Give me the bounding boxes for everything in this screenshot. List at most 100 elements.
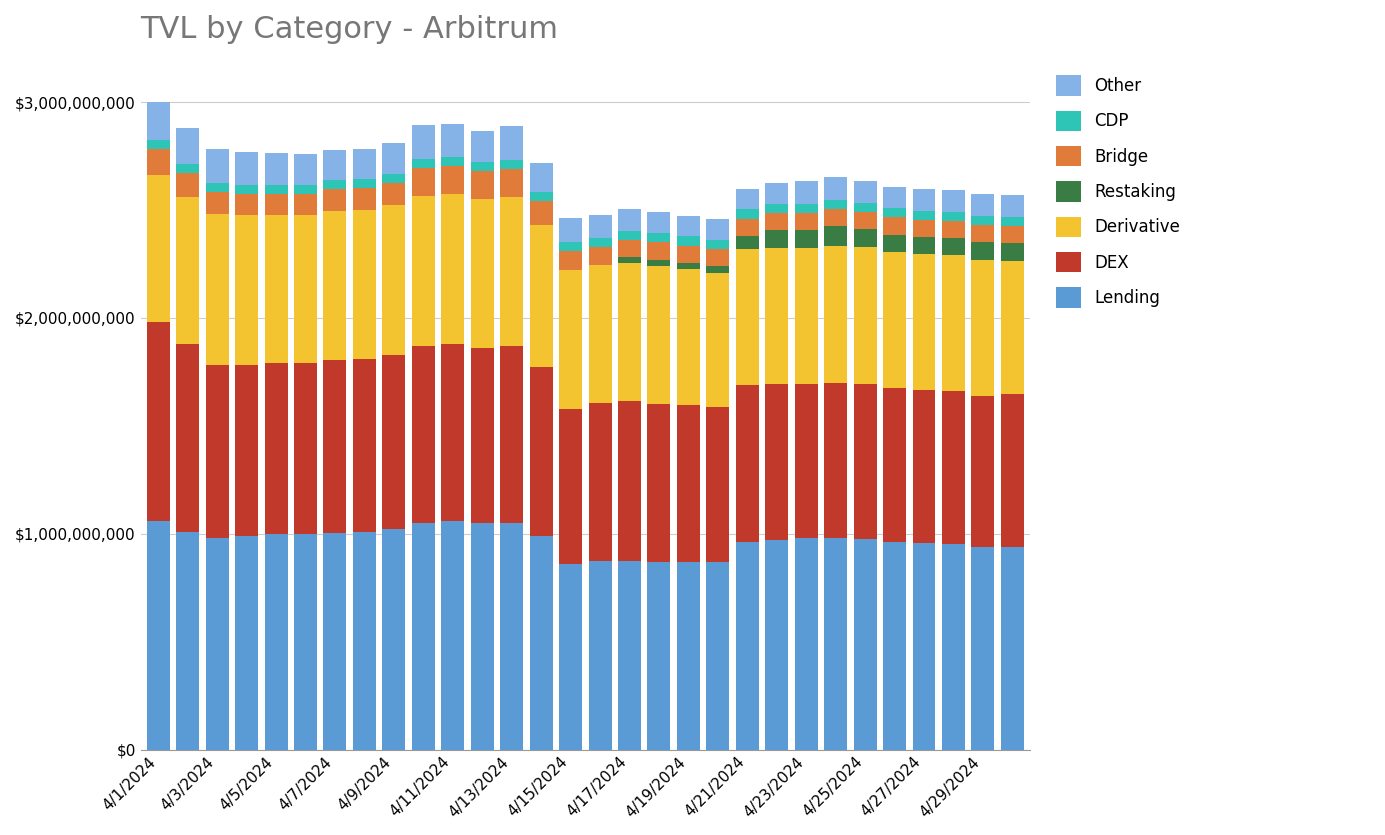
Bar <box>1001 243 1024 261</box>
Text: TVL by Category - Arbitrum: TVL by Category - Arbitrum <box>141 15 558 44</box>
Bar <box>382 355 406 529</box>
Bar <box>824 226 848 245</box>
Bar <box>206 538 229 750</box>
Bar <box>382 529 406 750</box>
Bar <box>353 359 375 532</box>
Bar <box>766 230 788 248</box>
Bar <box>913 254 935 390</box>
Bar <box>382 174 406 183</box>
Bar <box>382 183 406 205</box>
Bar <box>766 213 788 230</box>
Bar <box>824 200 848 209</box>
Bar <box>411 159 435 168</box>
Bar <box>735 235 759 249</box>
Bar <box>795 538 817 750</box>
Bar <box>265 534 288 750</box>
Bar <box>824 538 848 750</box>
Legend: Other, CDP, Bridge, Restaking, Derivative, DEX, Lending: Other, CDP, Bridge, Restaking, Derivativ… <box>1047 67 1188 316</box>
Bar <box>324 360 346 533</box>
Bar <box>913 210 935 220</box>
Bar <box>529 163 553 192</box>
Bar <box>500 197 524 346</box>
Bar <box>735 219 759 235</box>
Bar <box>942 211 965 220</box>
Bar <box>147 149 170 175</box>
Bar <box>176 164 199 173</box>
Bar <box>677 270 699 405</box>
Bar <box>265 194 288 215</box>
Bar <box>853 246 877 384</box>
Bar <box>471 523 493 750</box>
Bar <box>235 366 258 536</box>
Bar <box>206 191 229 215</box>
Bar <box>176 197 199 344</box>
Bar <box>618 257 641 263</box>
Bar <box>353 189 375 210</box>
Bar <box>853 181 877 203</box>
Bar <box>589 560 612 750</box>
Bar <box>411 346 435 523</box>
Bar <box>795 213 817 230</box>
Bar <box>529 225 553 367</box>
Bar <box>589 237 612 246</box>
Bar <box>913 189 935 210</box>
Bar <box>647 260 670 266</box>
Bar <box>884 217 906 235</box>
Bar <box>971 216 994 225</box>
Bar <box>677 562 699 750</box>
Bar <box>176 129 199 164</box>
Bar <box>706 562 730 750</box>
Bar <box>971 242 994 260</box>
Bar <box>471 162 493 171</box>
Bar <box>265 185 288 194</box>
Bar <box>735 385 759 543</box>
Bar <box>324 180 346 190</box>
Bar <box>618 263 641 401</box>
Bar <box>647 211 670 233</box>
Bar <box>824 245 848 382</box>
Bar <box>795 384 817 538</box>
Bar <box>618 210 641 231</box>
Bar <box>382 143 406 174</box>
Bar <box>324 533 346 750</box>
Bar <box>411 196 435 346</box>
Bar <box>706 266 730 272</box>
Bar <box>884 388 906 543</box>
Bar <box>647 242 670 260</box>
Bar <box>824 177 848 200</box>
Bar <box>411 523 435 750</box>
Bar <box>560 218 582 242</box>
Bar <box>735 249 759 385</box>
Bar <box>382 205 406 355</box>
Bar <box>618 240 641 257</box>
Bar <box>471 348 493 523</box>
Bar <box>471 199 493 348</box>
Bar <box>913 390 935 544</box>
Bar <box>147 102 170 139</box>
Bar <box>471 131 493 162</box>
Bar <box>677 405 699 562</box>
Bar <box>618 231 641 240</box>
Bar <box>884 187 906 209</box>
Bar <box>411 125 435 159</box>
Bar <box>589 215 612 237</box>
Bar <box>853 230 877 246</box>
Bar <box>677 263 699 270</box>
Bar <box>1001 226 1024 243</box>
Bar <box>176 173 199 197</box>
Bar <box>1001 217 1024 226</box>
Bar <box>942 190 965 211</box>
Bar <box>265 363 288 534</box>
Bar <box>294 215 317 363</box>
Bar <box>529 192 553 201</box>
Bar <box>442 521 464 750</box>
Bar <box>471 171 493 199</box>
Bar <box>500 159 524 169</box>
Bar <box>500 346 524 523</box>
Bar <box>560 564 582 750</box>
Bar <box>706 240 730 249</box>
Bar <box>853 203 877 212</box>
Bar <box>500 169 524 197</box>
Bar <box>913 220 935 237</box>
Bar <box>647 266 670 404</box>
